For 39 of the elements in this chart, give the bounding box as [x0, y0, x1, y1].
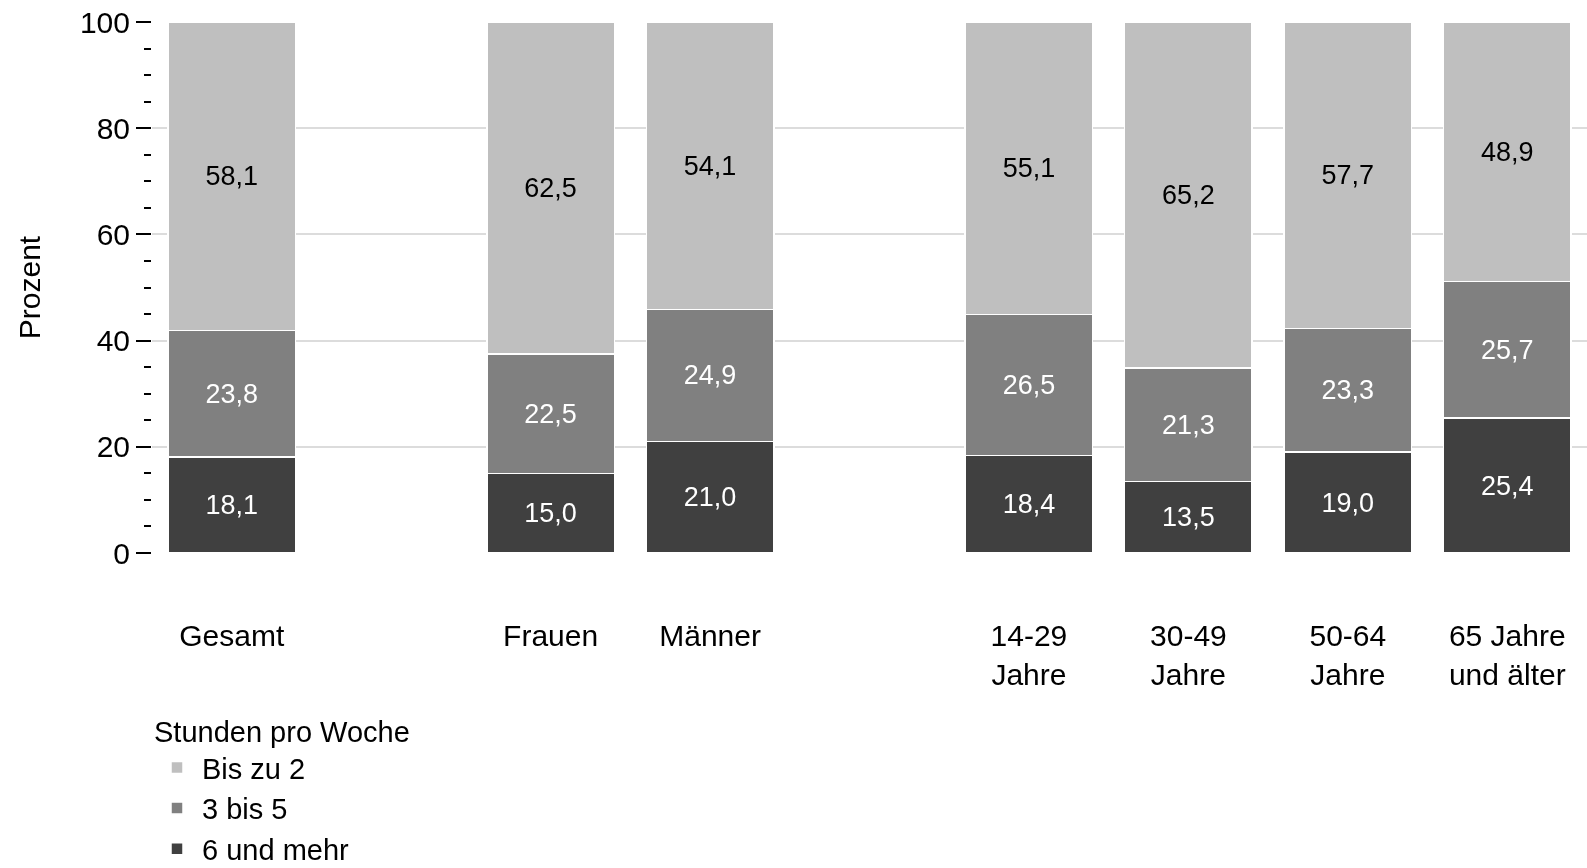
data-label: 55,1: [1002, 153, 1056, 184]
legend-label: 3 bis 5: [202, 793, 288, 826]
data-label: 58,1: [205, 161, 258, 192]
y-tick-label: 40: [96, 324, 130, 358]
y-tick-label: 80: [96, 111, 130, 145]
legend-label: 6 und mehr: [202, 834, 350, 867]
y-tick-label: 100: [79, 5, 130, 39]
data-label: 65,2: [1162, 180, 1215, 211]
y-tick-label: 60: [96, 217, 130, 251]
legend-label: Bis zu 2: [202, 752, 306, 785]
data-label: 23,8: [205, 378, 258, 409]
x-tick-label: 50-64 Jahre: [1309, 619, 1387, 691]
data-label: 57,7: [1321, 160, 1375, 191]
data-label: 18,4: [1002, 489, 1056, 520]
x-tick-label: Männer: [659, 619, 761, 652]
x-tick-label: 65 Jahre und älter: [1448, 619, 1566, 691]
data-label: 21,0: [683, 482, 737, 513]
data-label: 24,9: [683, 360, 737, 391]
data-label: 15,0: [524, 498, 577, 529]
data-label: 13,5: [1162, 502, 1215, 533]
x-tick-label: 30-49 Jahre: [1150, 619, 1227, 691]
x-tick-label: 14-29 Jahre: [990, 619, 1068, 691]
data-label: 25,7: [1481, 334, 1534, 365]
data-label: 48,9: [1481, 136, 1534, 167]
data-label: 21,3: [1162, 409, 1215, 440]
data-label: 23,3: [1321, 375, 1375, 406]
data-label: 54,1: [683, 150, 737, 181]
y-axis-title: Prozent: [12, 235, 46, 340]
data-label: 18,1: [205, 489, 258, 520]
data-label: 62,5: [524, 172, 577, 203]
data-label: 26,5: [1002, 369, 1056, 400]
legend-title: Stunden pro Woche: [154, 716, 410, 749]
data-label: 25,4: [1481, 470, 1534, 501]
y-tick-label: 0: [113, 536, 130, 570]
data-label: 22,5: [524, 398, 577, 429]
data-label: 19,0: [1321, 487, 1375, 518]
y-tick-label: 20: [96, 430, 130, 464]
x-tick-label: Gesamt: [179, 619, 285, 652]
x-tick-label: Frauen: [503, 619, 599, 652]
